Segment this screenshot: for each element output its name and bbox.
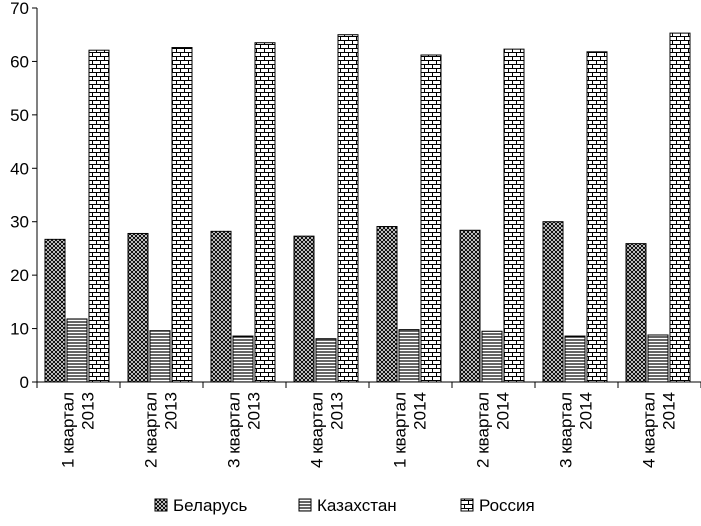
x-tick-label-line2: 2013 [162,392,181,430]
bar-Беларусь-0 [44,238,66,383]
x-tick-label: 3 квартал 2013 [225,392,264,468]
x-tick-label: 2 квартал 2013 [142,392,181,468]
legend-label: Беларусь [173,496,247,515]
bar-Казахстан-2 [232,335,254,383]
x-tick-label-line2: 2014 [660,392,679,430]
x-tick-label: 4 квартал 2014 [640,392,679,468]
y-tick-label: 30 [10,213,29,232]
y-tick-label: 60 [10,52,29,71]
bar-Россия-7 [669,32,691,383]
x-tick-label-line1: 2 квартал [474,392,493,468]
bar-Россия-2 [254,42,276,383]
bar-Россия-5 [503,48,525,383]
y-tick-label: 50 [10,106,29,125]
bar-Россия-1 [171,47,193,383]
legend-swatch [460,498,474,512]
legend-swatch [298,498,312,512]
x-tick-label-line2: 2013 [79,392,98,430]
x-tick-label-line1: 1 квартал [59,392,78,468]
x-tick-label: 1 квартал 2013 [59,392,98,468]
bar-Казахстан-3 [315,338,337,383]
bar-Россия-6 [586,51,608,383]
x-tick-label-line1: 3 квартал [557,392,576,468]
x-tick-label-line1: 4 квартал [640,392,659,468]
bar-Беларусь-6 [542,221,564,383]
x-tick-label-line2: 2013 [245,392,264,430]
bar-Казахстан-1 [149,330,171,383]
bar-Беларусь-4 [376,226,398,383]
x-tick-label-line2: 2013 [328,392,347,430]
legend: Беларусь Казахстан Россия [154,496,535,515]
x-tick-label-line1: 2 квартал [142,392,161,468]
bar-Беларусь-2 [210,230,232,383]
x-tick-label: 3 квартал 2014 [557,392,596,468]
y-tick-label: 10 [10,320,29,339]
x-tick-label-line2: 2014 [494,392,513,430]
bar-Казахстан-6 [564,335,586,383]
x-tick-label-line1: 1 квартал [391,392,410,468]
y-tick-label: 70 [10,0,29,18]
bar-Россия-3 [337,34,359,383]
y-tick-label: 0 [20,373,29,392]
y-tick-label: 20 [10,266,29,285]
legend-label: Россия [479,496,535,515]
bar-Россия-4 [420,54,442,383]
bar-Беларусь-1 [127,232,149,383]
x-tick-label-line2: 2014 [577,392,596,430]
bar-Россия-0 [88,49,110,383]
bar-Казахстан-5 [481,330,503,383]
bar-Казахстан-4 [398,329,420,383]
bar-Беларусь-7 [625,243,647,383]
bar-Беларусь-3 [293,235,315,383]
x-tick-label: 4 квартал 2013 [308,392,347,468]
legend-swatch [154,498,168,512]
x-tick-label: 2 квартал 2014 [474,392,513,468]
x-tick-label-line2: 2014 [411,392,430,430]
bar-Казахстан-0 [66,318,88,383]
x-tick-label-line1: 4 квартал [308,392,327,468]
legend-label: Казахстан [317,496,397,515]
bar-Казахстан-7 [647,334,669,383]
y-tick-label: 40 [10,159,29,178]
x-tick-label-line1: 3 квартал [225,392,244,468]
x-tick-label: 1 квартал 2014 [391,392,430,468]
bar-Беларусь-5 [459,229,481,383]
bars [44,32,691,383]
